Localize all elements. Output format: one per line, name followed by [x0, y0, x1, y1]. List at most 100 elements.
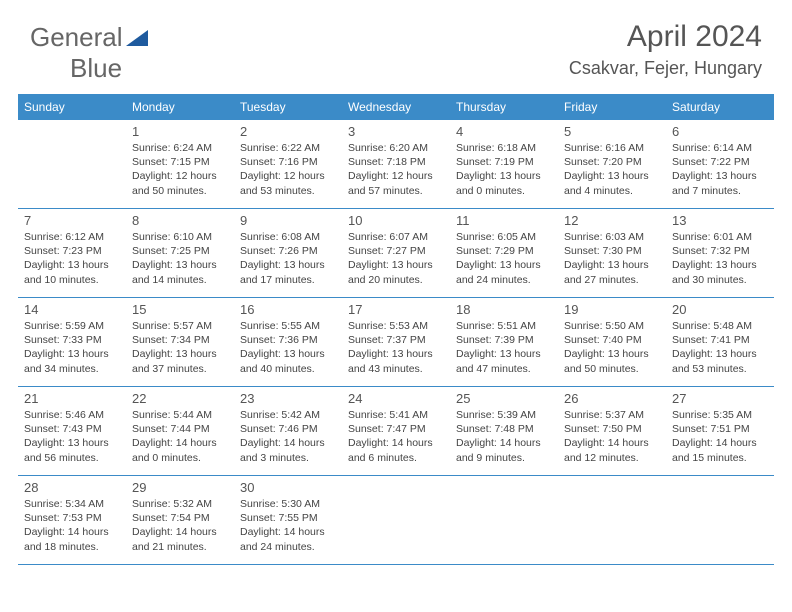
- cell-text-line: Sunrise: 6:18 AM: [456, 141, 552, 155]
- day-number: 14: [24, 302, 120, 317]
- day-number: 13: [672, 213, 768, 228]
- calendar-cell: 18Sunrise: 5:51 AMSunset: 7:39 PMDayligh…: [450, 298, 558, 386]
- day-number: 27: [672, 391, 768, 406]
- cell-text-line: Daylight: 14 hours: [240, 525, 336, 539]
- cell-text-line: Daylight: 13 hours: [240, 258, 336, 272]
- cell-text-line: Daylight: 14 hours: [132, 525, 228, 539]
- day-number: 11: [456, 213, 552, 228]
- day-header: Wednesday: [342, 94, 450, 120]
- cell-text-line: Sunrise: 5:30 AM: [240, 497, 336, 511]
- cell-text-line: Daylight: 13 hours: [348, 347, 444, 361]
- calendar-cell: [558, 476, 666, 564]
- cell-text-line: Daylight: 13 hours: [456, 169, 552, 183]
- cell-text-line: and 6 minutes.: [348, 451, 444, 465]
- logo-word-1: General: [30, 22, 123, 52]
- calendar-cell: 28Sunrise: 5:34 AMSunset: 7:53 PMDayligh…: [18, 476, 126, 564]
- calendar-cell: 30Sunrise: 5:30 AMSunset: 7:55 PMDayligh…: [234, 476, 342, 564]
- cell-text-line: Sunset: 7:53 PM: [24, 511, 120, 525]
- cell-text-line: Daylight: 13 hours: [564, 347, 660, 361]
- cell-text-line: Daylight: 13 hours: [24, 258, 120, 272]
- calendar-cell: 17Sunrise: 5:53 AMSunset: 7:37 PMDayligh…: [342, 298, 450, 386]
- cell-text-line: Daylight: 12 hours: [240, 169, 336, 183]
- day-number: 26: [564, 391, 660, 406]
- cell-text-line: Sunset: 7:47 PM: [348, 422, 444, 436]
- calendar-cell: 12Sunrise: 6:03 AMSunset: 7:30 PMDayligh…: [558, 209, 666, 297]
- cell-text-line: Daylight: 13 hours: [456, 258, 552, 272]
- calendar-cell: 21Sunrise: 5:46 AMSunset: 7:43 PMDayligh…: [18, 387, 126, 475]
- cell-text-line: and 56 minutes.: [24, 451, 120, 465]
- cell-text-line: Sunrise: 6:03 AM: [564, 230, 660, 244]
- cell-text-line: and 9 minutes.: [456, 451, 552, 465]
- calendar-cell: 25Sunrise: 5:39 AMSunset: 7:48 PMDayligh…: [450, 387, 558, 475]
- day-number: 21: [24, 391, 120, 406]
- day-number: 5: [564, 124, 660, 139]
- day-header: Monday: [126, 94, 234, 120]
- calendar: SundayMondayTuesdayWednesdayThursdayFrid…: [18, 94, 774, 565]
- cell-text-line: Daylight: 13 hours: [24, 347, 120, 361]
- cell-text-line: Sunset: 7:44 PM: [132, 422, 228, 436]
- day-number: 28: [24, 480, 120, 495]
- calendar-cell: 19Sunrise: 5:50 AMSunset: 7:40 PMDayligh…: [558, 298, 666, 386]
- cell-text-line: Sunset: 7:33 PM: [24, 333, 120, 347]
- calendar-week-row: 21Sunrise: 5:46 AMSunset: 7:43 PMDayligh…: [18, 387, 774, 476]
- day-number: 29: [132, 480, 228, 495]
- cell-text-line: Daylight: 13 hours: [132, 258, 228, 272]
- cell-text-line: Daylight: 12 hours: [348, 169, 444, 183]
- cell-text-line: Sunrise: 6:20 AM: [348, 141, 444, 155]
- logo: General Blue: [30, 22, 148, 84]
- cell-text-line: Sunrise: 6:24 AM: [132, 141, 228, 155]
- calendar-cell: 2Sunrise: 6:22 AMSunset: 7:16 PMDaylight…: [234, 120, 342, 208]
- calendar-cell: 5Sunrise: 6:16 AMSunset: 7:20 PMDaylight…: [558, 120, 666, 208]
- cell-text-line: Sunset: 7:54 PM: [132, 511, 228, 525]
- cell-text-line: and 0 minutes.: [456, 184, 552, 198]
- day-number: 25: [456, 391, 552, 406]
- day-number: 10: [348, 213, 444, 228]
- calendar-week-row: 7Sunrise: 6:12 AMSunset: 7:23 PMDaylight…: [18, 209, 774, 298]
- cell-text-line: Sunrise: 5:32 AM: [132, 497, 228, 511]
- day-number: 16: [240, 302, 336, 317]
- cell-text-line: and 30 minutes.: [672, 273, 768, 287]
- cell-text-line: and 20 minutes.: [348, 273, 444, 287]
- cell-text-line: Sunset: 7:27 PM: [348, 244, 444, 258]
- header-right: April 2024 Csakvar, Fejer, Hungary: [569, 20, 762, 79]
- day-number: 20: [672, 302, 768, 317]
- cell-text-line: and 24 minutes.: [240, 540, 336, 554]
- calendar-cell: 10Sunrise: 6:07 AMSunset: 7:27 PMDayligh…: [342, 209, 450, 297]
- logo-triangle-icon: [126, 22, 148, 53]
- calendar-cell: 27Sunrise: 5:35 AMSunset: 7:51 PMDayligh…: [666, 387, 774, 475]
- calendar-week-row: 1Sunrise: 6:24 AMSunset: 7:15 PMDaylight…: [18, 120, 774, 209]
- cell-text-line: Sunset: 7:37 PM: [348, 333, 444, 347]
- cell-text-line: Sunset: 7:19 PM: [456, 155, 552, 169]
- cell-text-line: Sunrise: 6:08 AM: [240, 230, 336, 244]
- day-number: 8: [132, 213, 228, 228]
- day-number: 23: [240, 391, 336, 406]
- cell-text-line: Sunset: 7:20 PM: [564, 155, 660, 169]
- cell-text-line: Sunset: 7:18 PM: [348, 155, 444, 169]
- calendar-weeks: 1Sunrise: 6:24 AMSunset: 7:15 PMDaylight…: [18, 120, 774, 565]
- cell-text-line: Sunset: 7:29 PM: [456, 244, 552, 258]
- cell-text-line: Daylight: 13 hours: [240, 347, 336, 361]
- cell-text-line: and 37 minutes.: [132, 362, 228, 376]
- day-header: Friday: [558, 94, 666, 120]
- calendar-cell: 6Sunrise: 6:14 AMSunset: 7:22 PMDaylight…: [666, 120, 774, 208]
- calendar-cell: 1Sunrise: 6:24 AMSunset: 7:15 PMDaylight…: [126, 120, 234, 208]
- day-number: 4: [456, 124, 552, 139]
- cell-text-line: Daylight: 13 hours: [132, 347, 228, 361]
- cell-text-line: Sunset: 7:34 PM: [132, 333, 228, 347]
- calendar-cell: 24Sunrise: 5:41 AMSunset: 7:47 PMDayligh…: [342, 387, 450, 475]
- cell-text-line: and 57 minutes.: [348, 184, 444, 198]
- cell-text-line: and 50 minutes.: [132, 184, 228, 198]
- cell-text-line: Sunset: 7:40 PM: [564, 333, 660, 347]
- calendar-cell: 14Sunrise: 5:59 AMSunset: 7:33 PMDayligh…: [18, 298, 126, 386]
- cell-text-line: and 53 minutes.: [672, 362, 768, 376]
- cell-text-line: and 12 minutes.: [564, 451, 660, 465]
- day-header: Sunday: [18, 94, 126, 120]
- location-text: Csakvar, Fejer, Hungary: [569, 58, 762, 79]
- day-number: 15: [132, 302, 228, 317]
- calendar-cell: 7Sunrise: 6:12 AMSunset: 7:23 PMDaylight…: [18, 209, 126, 297]
- logo-word-2: Blue: [70, 53, 122, 83]
- cell-text-line: Sunset: 7:46 PM: [240, 422, 336, 436]
- calendar-cell: 29 Sunrise: 5:32 AMSunset: 7:54 PMDayligh…: [126, 476, 234, 564]
- day-number: 22: [132, 391, 228, 406]
- cell-text-line: and 27 minutes.: [564, 273, 660, 287]
